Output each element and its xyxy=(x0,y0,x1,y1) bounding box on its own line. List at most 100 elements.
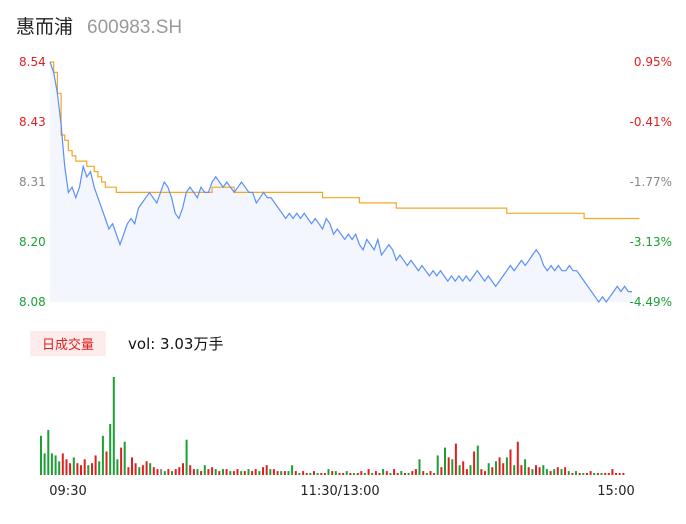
stock-code: 600983.SH xyxy=(87,17,183,38)
volume-bar xyxy=(549,471,552,475)
volume-bar xyxy=(451,459,454,475)
volume-bar xyxy=(465,469,468,475)
volume-bar xyxy=(182,463,184,475)
volume-bar xyxy=(138,467,141,475)
volume-bar xyxy=(163,471,166,475)
volume-bar xyxy=(516,441,519,475)
volume-bar xyxy=(134,463,137,475)
volume-bar xyxy=(291,465,294,475)
volume-bar xyxy=(316,473,319,475)
volume-bar xyxy=(396,473,399,475)
volume-bar xyxy=(236,469,239,475)
volume-bar xyxy=(120,447,123,475)
volume-bar xyxy=(371,473,374,475)
volume-bar xyxy=(454,443,457,475)
volume-bar xyxy=(109,424,112,475)
y-tick-label-left: 8.20 xyxy=(19,235,46,249)
volume-bar xyxy=(211,467,214,475)
volume-bar xyxy=(156,469,159,475)
volume-bar xyxy=(527,467,530,475)
volume-bar xyxy=(535,465,537,475)
volume-bar xyxy=(305,473,308,475)
volume-bar xyxy=(269,469,272,475)
volume-bar xyxy=(487,463,490,475)
volume-bar xyxy=(495,461,497,475)
volume-bar xyxy=(189,465,192,475)
volume-bar xyxy=(171,471,173,475)
volume-bar xyxy=(422,471,425,475)
volume-bar xyxy=(476,445,479,475)
volume-bar xyxy=(327,469,330,475)
volume-bar xyxy=(553,469,556,475)
volume-bar xyxy=(258,471,261,475)
volume-bar xyxy=(564,467,567,475)
volume-bar xyxy=(298,473,301,475)
volume-bar xyxy=(393,469,396,475)
volume-bar xyxy=(214,469,217,475)
y-tick-label-left: 8.43 xyxy=(19,115,46,129)
volume-bar xyxy=(127,467,130,475)
volume-bar xyxy=(382,469,385,475)
volume-bar xyxy=(611,469,614,475)
volume-bar xyxy=(360,471,363,475)
volume-bar xyxy=(447,457,450,475)
volume-bar xyxy=(196,469,199,475)
volume-bar xyxy=(131,457,133,475)
volume-bar xyxy=(61,453,64,475)
volume-bar xyxy=(294,471,297,475)
volume-bar xyxy=(141,465,144,475)
volume-bar xyxy=(491,467,494,475)
volume-bar xyxy=(83,459,86,475)
volume-bar xyxy=(112,377,115,475)
volume-bar xyxy=(280,471,283,475)
volume-bar xyxy=(433,473,436,475)
stock-header: 惠而浦 600983.SH xyxy=(16,12,182,40)
volume-bar xyxy=(556,467,559,475)
volume-bar xyxy=(94,455,97,475)
volume-bar xyxy=(276,471,279,475)
volume-bar xyxy=(72,457,75,475)
daily-volume-tab[interactable]: 日成交量 xyxy=(30,330,107,356)
volume-bar xyxy=(542,465,545,475)
volume-bar xyxy=(338,473,341,475)
volume-bar xyxy=(174,469,177,475)
volume-bar xyxy=(582,473,585,475)
volume-bar xyxy=(265,465,268,475)
volume-bar xyxy=(65,459,68,475)
volume-bar xyxy=(149,463,152,475)
y-tick-label-right: -0.41% xyxy=(630,115,672,129)
volume-bar xyxy=(531,469,534,475)
volume-bar xyxy=(160,469,163,475)
volume-bar xyxy=(222,469,224,475)
volume-bar xyxy=(331,471,334,475)
y-tick-label-right: -1.77% xyxy=(630,175,672,189)
volume-bar xyxy=(69,463,72,475)
volume-bar xyxy=(167,469,170,475)
volume-bar xyxy=(207,469,210,475)
volume-bar xyxy=(192,469,195,475)
volume-bar xyxy=(418,459,421,475)
volume-bar xyxy=(480,469,483,475)
volume-bar xyxy=(400,471,403,475)
volume-bar xyxy=(145,461,148,475)
volume-bar xyxy=(345,471,348,475)
volume-bar xyxy=(203,465,206,475)
volume-bar xyxy=(47,429,50,475)
volume-bar xyxy=(586,473,588,475)
volume-bar xyxy=(600,473,603,475)
volume-header: 日成交量 vol: 3.03万手 xyxy=(30,330,223,356)
volume-bar xyxy=(367,469,370,475)
volume-bar xyxy=(334,471,337,475)
volume-bar xyxy=(353,473,355,475)
volume-bar xyxy=(425,473,428,475)
y-tick-label-left: 8.31 xyxy=(19,175,46,189)
volume-bar xyxy=(254,469,257,475)
volume-bar xyxy=(593,473,596,475)
volume-bar xyxy=(349,473,352,475)
volume-bar xyxy=(545,469,548,475)
volume-bar xyxy=(560,469,563,475)
volume-bar xyxy=(123,441,126,475)
volume-bar xyxy=(505,457,508,475)
volume-bar xyxy=(287,471,290,475)
